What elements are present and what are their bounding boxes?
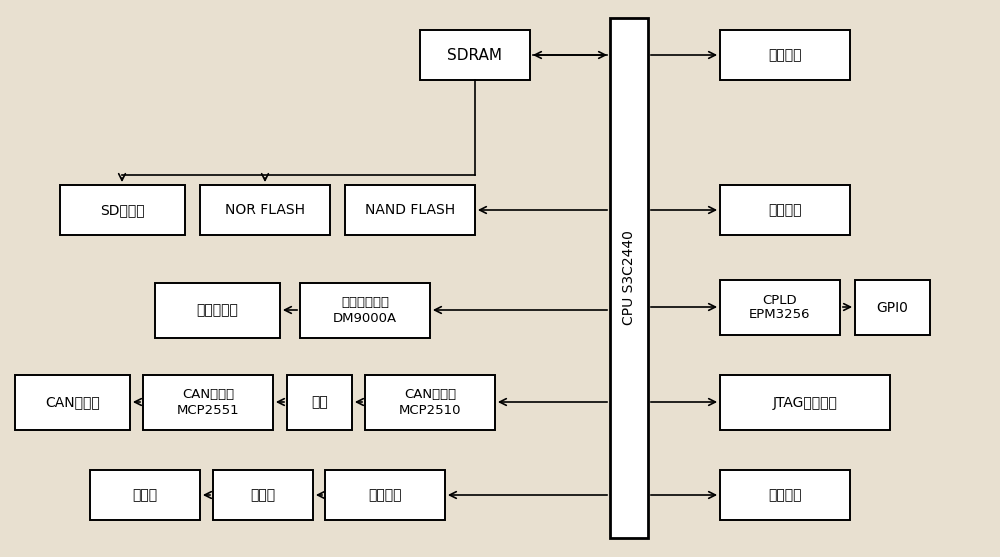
Text: 液晶屏: 液晶屏: [132, 488, 158, 502]
Bar: [60, 185, 185, 235]
Text: 視頻板: 視頻板: [250, 488, 276, 502]
Text: CAN總線口: CAN總線口: [45, 395, 100, 409]
Text: CPLD
EPM3256: CPLD EPM3256: [749, 294, 811, 321]
Text: JTAG調試接口: JTAG調試接口: [773, 395, 837, 409]
Text: 以太網接口: 以太網接口: [197, 304, 238, 317]
Text: CAN控制器
MCP2551: CAN控制器 MCP2551: [177, 388, 239, 417]
Bar: [420, 30, 530, 80]
Text: 以太網控制器
DM9000A: 以太網控制器 DM9000A: [333, 296, 397, 325]
Text: NOR FLASH: NOR FLASH: [225, 203, 305, 217]
Text: 隔離: 隔離: [311, 395, 328, 409]
Bar: [143, 375, 273, 430]
Text: 驅動電路: 驅動電路: [368, 488, 402, 502]
Bar: [345, 185, 475, 235]
Bar: [855, 280, 930, 335]
Bar: [325, 470, 445, 520]
Text: 時鐘電路: 時鐘電路: [768, 48, 802, 62]
Bar: [90, 470, 200, 520]
Text: SDRAM: SDRAM: [448, 47, 503, 62]
Bar: [610, 18, 648, 538]
Text: CAN控制器
MCP2510: CAN控制器 MCP2510: [399, 388, 461, 417]
Bar: [213, 470, 313, 520]
Bar: [287, 375, 352, 430]
Bar: [720, 280, 840, 335]
Bar: [200, 185, 330, 235]
Bar: [155, 283, 280, 338]
Text: 電源管理: 電源管理: [768, 488, 802, 502]
Bar: [720, 470, 850, 520]
Bar: [300, 283, 430, 338]
Bar: [720, 375, 890, 430]
Bar: [720, 30, 850, 80]
Text: NAND FLASH: NAND FLASH: [365, 203, 455, 217]
Bar: [15, 375, 130, 430]
Text: SD卡存儲: SD卡存儲: [100, 203, 145, 217]
Text: CPU S3C2440: CPU S3C2440: [622, 231, 636, 325]
Bar: [365, 375, 495, 430]
Bar: [720, 185, 850, 235]
Text: 復位電路: 復位電路: [768, 203, 802, 217]
Text: GPI0: GPI0: [877, 300, 908, 315]
